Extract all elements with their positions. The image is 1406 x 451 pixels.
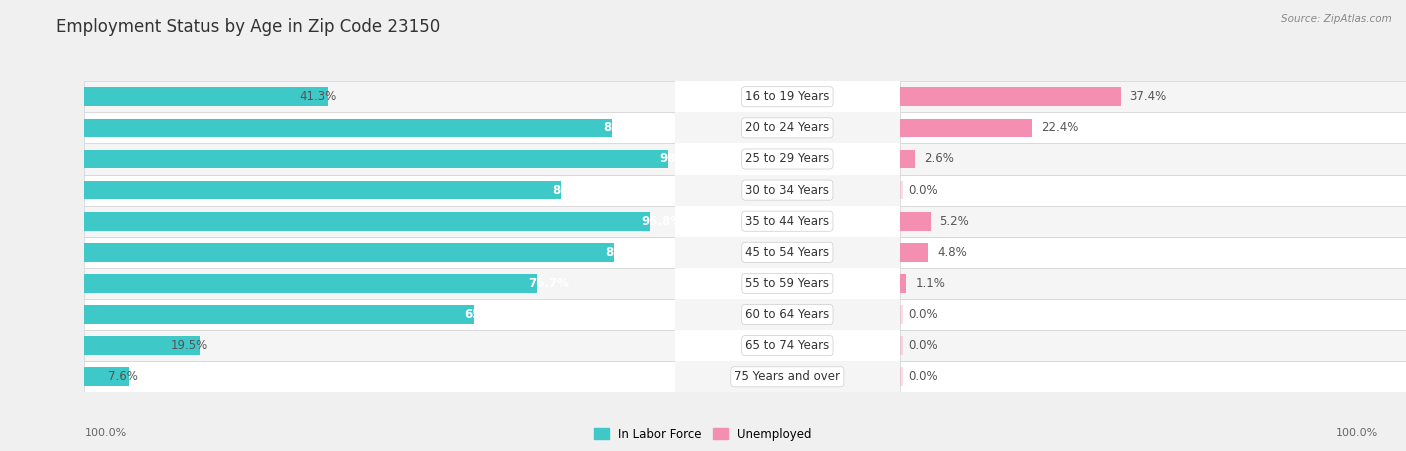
Text: 1.1%: 1.1% — [915, 277, 945, 290]
Text: 76.7%: 76.7% — [529, 277, 569, 290]
Bar — [84, 81, 675, 112]
Text: 98.8%: 98.8% — [659, 152, 700, 166]
Bar — [84, 361, 675, 392]
Bar — [900, 143, 1406, 175]
Bar — [84, 330, 675, 361]
Text: 16 to 19 Years: 16 to 19 Years — [745, 90, 830, 103]
Bar — [900, 361, 1406, 392]
Text: 7.6%: 7.6% — [108, 370, 138, 383]
Bar — [84, 274, 537, 293]
Bar — [900, 336, 903, 355]
Bar — [84, 119, 612, 137]
Bar — [84, 87, 328, 106]
Bar — [900, 212, 931, 230]
Text: 19.5%: 19.5% — [172, 339, 208, 352]
Text: 65.9%: 65.9% — [464, 308, 506, 321]
Text: 65 to 74 Years: 65 to 74 Years — [745, 339, 830, 352]
Text: 2.6%: 2.6% — [924, 152, 953, 166]
Text: 75 Years and over: 75 Years and over — [734, 370, 841, 383]
Bar — [84, 237, 675, 268]
Text: 60 to 64 Years: 60 to 64 Years — [745, 308, 830, 321]
Bar — [900, 119, 1032, 137]
Bar — [900, 268, 1406, 299]
Bar — [84, 150, 668, 168]
Text: 55 to 59 Years: 55 to 59 Years — [745, 277, 830, 290]
Text: 100.0%: 100.0% — [1336, 428, 1378, 438]
Text: 89.7%: 89.7% — [605, 246, 647, 259]
Bar — [84, 181, 561, 199]
Bar — [84, 368, 129, 386]
Bar — [900, 305, 903, 324]
Bar — [900, 206, 1406, 237]
Bar — [84, 112, 675, 143]
Bar — [900, 368, 903, 386]
Bar — [900, 112, 1406, 143]
Bar — [84, 143, 675, 175]
Bar — [84, 206, 675, 237]
Bar — [675, 299, 900, 330]
Text: 20 to 24 Years: 20 to 24 Years — [745, 121, 830, 134]
Bar — [675, 330, 900, 361]
Bar — [900, 237, 1406, 268]
Bar — [675, 268, 900, 299]
Text: 0.0%: 0.0% — [908, 308, 938, 321]
Bar — [900, 87, 1121, 106]
Text: 4.8%: 4.8% — [936, 246, 967, 259]
Bar — [675, 361, 900, 392]
Legend: In Labor Force, Unemployed: In Labor Force, Unemployed — [595, 428, 811, 441]
Bar — [84, 268, 675, 299]
Text: 0.0%: 0.0% — [908, 339, 938, 352]
Text: 100.0%: 100.0% — [84, 428, 127, 438]
Bar — [675, 143, 900, 175]
Text: 25 to 29 Years: 25 to 29 Years — [745, 152, 830, 166]
Bar — [675, 237, 900, 268]
Text: 41.3%: 41.3% — [299, 90, 337, 103]
Text: 89.3%: 89.3% — [603, 121, 644, 134]
Bar — [84, 305, 474, 324]
Bar — [900, 330, 1406, 361]
Text: 35 to 44 Years: 35 to 44 Years — [745, 215, 830, 228]
Bar — [900, 299, 1406, 330]
Bar — [900, 243, 928, 262]
Bar — [900, 150, 915, 168]
Bar — [84, 212, 650, 230]
Text: 45 to 54 Years: 45 to 54 Years — [745, 246, 830, 259]
Bar — [84, 336, 200, 355]
Text: Employment Status by Age in Zip Code 23150: Employment Status by Age in Zip Code 231… — [56, 18, 440, 36]
Bar — [900, 81, 1406, 112]
Text: 80.7%: 80.7% — [553, 184, 593, 197]
Text: 37.4%: 37.4% — [1129, 90, 1167, 103]
Text: 30 to 34 Years: 30 to 34 Years — [745, 184, 830, 197]
Text: Source: ZipAtlas.com: Source: ZipAtlas.com — [1281, 14, 1392, 23]
Text: 5.2%: 5.2% — [939, 215, 969, 228]
Bar — [900, 175, 1406, 206]
Bar — [84, 299, 675, 330]
Bar — [900, 274, 907, 293]
Bar — [84, 175, 675, 206]
Bar — [675, 175, 900, 206]
Text: 22.4%: 22.4% — [1040, 121, 1078, 134]
Text: 95.8%: 95.8% — [641, 215, 682, 228]
Bar — [84, 243, 614, 262]
Text: 0.0%: 0.0% — [908, 184, 938, 197]
Bar — [900, 181, 903, 199]
Bar — [675, 112, 900, 143]
Bar — [675, 206, 900, 237]
Bar — [675, 81, 900, 112]
Text: 0.0%: 0.0% — [908, 370, 938, 383]
